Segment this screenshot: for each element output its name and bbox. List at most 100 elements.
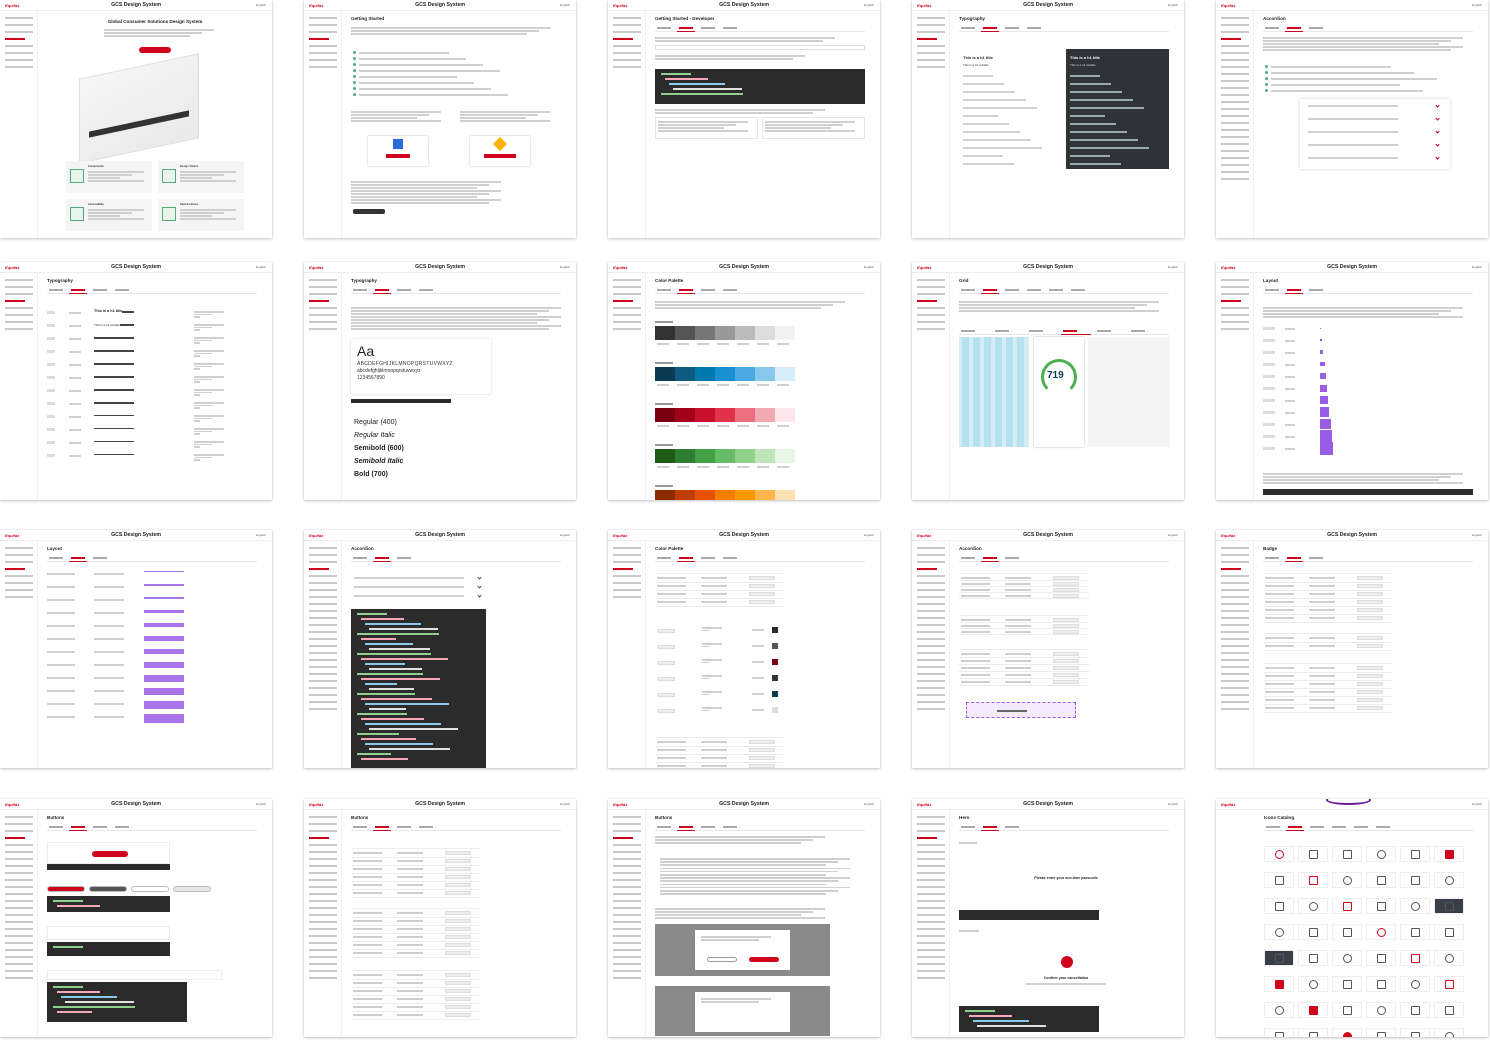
sidebar-item[interactable]: [1221, 108, 1249, 110]
sidebar-item[interactable]: [613, 921, 641, 923]
language-selector[interactable]: English: [1472, 802, 1482, 806]
tab[interactable]: [1047, 288, 1065, 294]
sidebar-item[interactable]: [917, 38, 937, 40]
sidebar-item[interactable]: [309, 907, 337, 909]
bank-icon[interactable]: [1264, 924, 1294, 940]
sidebar-item[interactable]: [5, 31, 33, 33]
sidebar-item[interactable]: [613, 907, 641, 909]
sidebar-item[interactable]: [1221, 666, 1249, 668]
sidebar-item[interactable]: [309, 900, 337, 902]
sidebar-item[interactable]: [1221, 652, 1249, 654]
sidebar-item[interactable]: [309, 816, 337, 818]
sidebar-item[interactable]: [309, 956, 337, 958]
tab[interactable]: [69, 288, 87, 294]
sidebar-item[interactable]: [309, 31, 337, 33]
sidebar-item[interactable]: [1221, 617, 1249, 619]
sidebar-item[interactable]: [5, 45, 33, 47]
language-selector[interactable]: English: [256, 533, 266, 537]
chevron-down-icon[interactable]: [477, 593, 482, 598]
mail-icon[interactable]: [1366, 898, 1396, 914]
sidebar-item[interactable]: [613, 893, 641, 895]
chevron-down-icon[interactable]: [477, 575, 482, 580]
sidebar-item[interactable]: [917, 17, 945, 19]
sidebar-item[interactable]: [5, 568, 25, 570]
sidebar-item[interactable]: [309, 561, 337, 563]
sidebar-item[interactable]: [5, 858, 33, 860]
sidebar-item[interactable]: [1221, 589, 1249, 591]
sidebar-item[interactable]: [309, 617, 337, 619]
screenshot-card[interactable]: Equifax GCS Design System English Typograph…: [0, 262, 272, 500]
sidebar-item[interactable]: [1221, 624, 1249, 626]
sidebar-item[interactable]: [917, 610, 945, 612]
gear-icon[interactable]: [1332, 1028, 1362, 1037]
tab[interactable]: [351, 556, 369, 562]
sidebar-item[interactable]: [917, 279, 945, 281]
tab[interactable]: [1263, 556, 1281, 562]
grid-tab[interactable]: [1027, 329, 1057, 335]
sidebar-item[interactable]: [1221, 66, 1249, 68]
id-card-icon[interactable]: [1434, 872, 1464, 888]
sidebar-item[interactable]: [917, 935, 945, 937]
sidebar-item[interactable]: [613, 886, 641, 888]
sidebar-item[interactable]: [309, 865, 337, 867]
sidebar-item[interactable]: [917, 977, 945, 979]
tab[interactable]: [655, 288, 673, 294]
tab[interactable]: [959, 825, 977, 831]
sidebar-item[interactable]: [613, 956, 641, 958]
lock-icon[interactable]: [1400, 898, 1430, 914]
star-icon[interactable]: [1400, 1028, 1430, 1037]
sidebar-item[interactable]: [1221, 24, 1249, 26]
sidebar-item[interactable]: [917, 589, 945, 591]
sidebar-item[interactable]: [309, 603, 337, 605]
tab[interactable]: [417, 825, 435, 831]
screenshot-card[interactable]: Equifax GCS Design System English Global Co…: [0, 0, 272, 238]
tab[interactable]: [1263, 26, 1281, 32]
language-selector[interactable]: English: [1472, 533, 1482, 537]
sidebar-item[interactable]: [1221, 31, 1249, 33]
tab[interactable]: [1025, 26, 1043, 32]
sidebar-item[interactable]: [309, 844, 337, 846]
sidebar-item[interactable]: [917, 575, 945, 577]
sidebar-item[interactable]: [917, 914, 945, 916]
sidebar-item[interactable]: [309, 694, 337, 696]
sidebar-item[interactable]: [309, 631, 337, 633]
gear-icon[interactable]: [1332, 924, 1362, 940]
sidebar-item[interactable]: [1221, 115, 1249, 117]
sidebar-item[interactable]: [1221, 52, 1249, 54]
tab[interactable]: [699, 26, 717, 32]
accordion-question[interactable]: [354, 595, 464, 597]
shield-icon[interactable]: [1298, 1002, 1328, 1018]
tab[interactable]: [1003, 26, 1021, 32]
sidebar-item[interactable]: [5, 321, 33, 323]
id-card-icon[interactable]: [1298, 924, 1328, 940]
sidebar-item[interactable]: [613, 314, 641, 316]
sidebar-item[interactable]: [309, 293, 337, 295]
sidebar-item[interactable]: [613, 554, 641, 556]
tab[interactable]: [1330, 825, 1348, 831]
sidebar-item[interactable]: [5, 589, 33, 591]
tab[interactable]: [113, 825, 131, 831]
section-card[interactable]: Components: [66, 161, 152, 193]
sidebar-item[interactable]: [917, 314, 945, 316]
tab[interactable]: [113, 288, 131, 294]
id-card-icon[interactable]: [1366, 950, 1396, 966]
sidebar-item[interactable]: [309, 568, 329, 570]
sidebar-item[interactable]: [5, 914, 33, 916]
sidebar-item[interactable]: [5, 547, 33, 549]
sidebar-item[interactable]: [917, 837, 937, 839]
sidebar-item[interactable]: [1221, 321, 1249, 323]
sidebar-item[interactable]: [1221, 178, 1249, 180]
sidebar-item[interactable]: [613, 858, 641, 860]
star-icon[interactable]: [1332, 898, 1362, 914]
language-selector[interactable]: English: [1168, 3, 1178, 7]
tab[interactable]: [1308, 825, 1326, 831]
tab[interactable]: [677, 825, 695, 831]
tab[interactable]: [699, 825, 717, 831]
sidebar-item[interactable]: [917, 66, 945, 68]
sidebar-item[interactable]: [917, 631, 945, 633]
sidebar-item[interactable]: [917, 666, 945, 668]
sidebar-item[interactable]: [613, 547, 641, 549]
screenshot-card[interactable]: Equifax GCS Design System English Getting S…: [608, 0, 880, 238]
sidebar-item[interactable]: [917, 963, 945, 965]
lock-icon[interactable]: [1264, 950, 1294, 966]
